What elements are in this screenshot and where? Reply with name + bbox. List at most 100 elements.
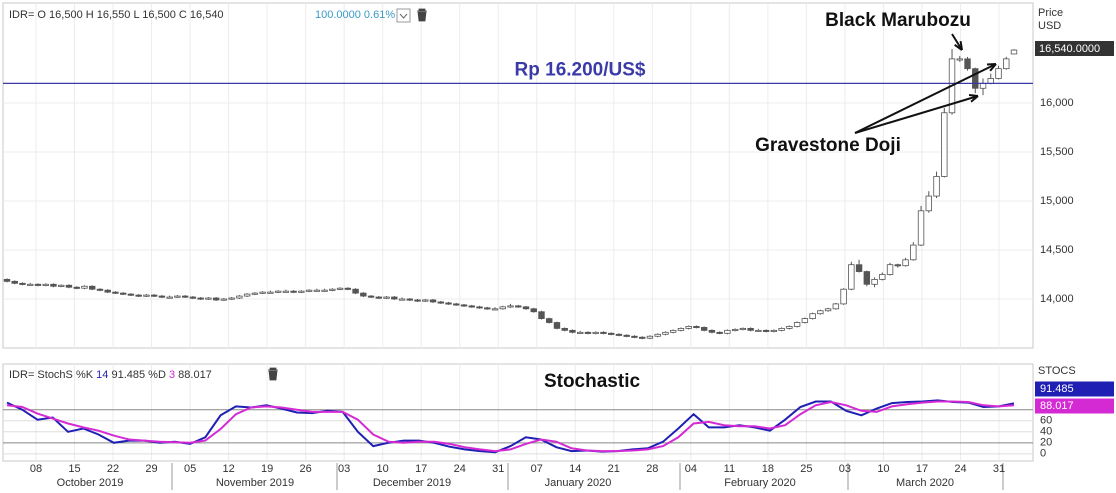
candle-body <box>243 293 251 297</box>
candle-body <box>429 299 437 303</box>
candle-body <box>987 78 994 84</box>
candle-body <box>569 329 576 333</box>
y-tick-label: 40 <box>1040 426 1052 438</box>
candle-body <box>623 334 630 337</box>
x-tick-label: 08 <box>30 463 42 475</box>
month-label: March 2020 <box>896 477 954 489</box>
last-price-badge <box>1035 41 1114 56</box>
candle-body <box>375 296 383 299</box>
month-label: October 2019 <box>57 477 124 489</box>
candle-body <box>367 295 375 298</box>
candle-body <box>762 329 770 332</box>
candle-body <box>112 291 119 294</box>
annotation: Black Marubozu <box>825 10 971 31</box>
delete-icon[interactable] <box>268 367 278 381</box>
x-tick-label: 03 <box>338 463 350 475</box>
candle-body <box>329 288 336 291</box>
candle-body <box>391 296 398 300</box>
candle-body <box>770 329 778 332</box>
candle-body <box>778 327 785 331</box>
x-tick-label: 11 <box>724 463 735 475</box>
candle-body <box>561 327 568 331</box>
y-tick-label: 20 <box>1040 437 1052 449</box>
candle-body <box>863 271 871 285</box>
candle-body <box>81 285 88 289</box>
axis-title: USD <box>1038 20 1061 32</box>
candle-body <box>73 286 80 289</box>
x-tick-label: 05 <box>184 463 196 475</box>
x-tick-label: 25 <box>800 463 812 475</box>
candle-body <box>251 292 259 295</box>
last-price-label: 16,540.0000 <box>1039 43 1100 55</box>
candle-body <box>189 296 197 299</box>
reference-label: Rp 16.200/US$ <box>515 59 646 80</box>
candle-body <box>522 306 530 310</box>
candle-body <box>615 333 623 336</box>
delete-icon[interactable] <box>417 8 427 22</box>
candle-body <box>646 335 654 339</box>
candle-body <box>236 295 243 299</box>
axis-title: STOCS <box>1038 365 1076 377</box>
candle-body <box>832 303 840 310</box>
candle-body <box>1010 49 1018 55</box>
candle-body <box>150 294 158 297</box>
y-tick-label: 0 <box>1040 448 1046 460</box>
x-tick-label: 04 <box>685 463 697 475</box>
candle-body <box>933 176 940 197</box>
candle-body <box>577 331 584 334</box>
candle-body <box>406 298 413 301</box>
stoch-panel <box>2 363 1034 462</box>
x-tick-label: 12 <box>222 463 234 475</box>
candle-body <box>336 287 344 290</box>
candle-body <box>422 299 429 302</box>
dropdown-button[interactable] <box>396 8 411 23</box>
candle-body <box>925 195 932 212</box>
candle-body <box>871 278 878 285</box>
candle-body <box>259 291 266 294</box>
candle-body <box>166 296 173 299</box>
candle-body <box>135 294 142 297</box>
x-tick-label: 19 <box>261 463 273 475</box>
x-tick-label: 18 <box>762 463 774 475</box>
candle-body <box>383 296 390 299</box>
candle-body <box>693 326 700 329</box>
candle-body <box>515 305 522 308</box>
candle-body <box>886 264 894 275</box>
x-tick-label: 14 <box>569 463 581 475</box>
candle-body <box>793 322 801 327</box>
x-tick-label: 15 <box>68 463 80 475</box>
stoch-header: IDR= StochS %K 14 91.485 %D 3 88.017 <box>9 369 212 381</box>
candle-body <box>708 329 716 333</box>
x-tick-label: 17 <box>916 463 928 475</box>
axis-title: Price <box>1038 7 1063 19</box>
candle-body <box>344 287 352 290</box>
candle-body <box>321 289 328 292</box>
candle-body <box>654 333 661 337</box>
candle-body <box>894 264 902 267</box>
candle-body <box>902 259 909 267</box>
d-period: 3 <box>169 369 175 381</box>
candle-body <box>739 327 747 330</box>
value-badge-label: 88.017 <box>1040 400 1074 412</box>
x-tick-label: 26 <box>300 463 312 475</box>
x-tick-label: 21 <box>608 463 620 475</box>
candle-body <box>282 290 290 293</box>
candle-body <box>956 58 963 61</box>
month-label: February 2020 <box>724 477 796 489</box>
annotation-arrow <box>951 33 963 51</box>
candle-body <box>65 284 73 288</box>
y-tick-label: 16,000 <box>1040 97 1074 109</box>
candle-body <box>553 322 561 329</box>
candle-body <box>592 331 599 334</box>
candle-body <box>290 290 297 293</box>
month-label: January 2020 <box>545 477 612 489</box>
value-badge <box>1035 381 1114 397</box>
candle-body <box>181 295 189 298</box>
d-value: 88.017 <box>178 369 212 381</box>
candle-body <box>677 327 685 331</box>
change-header: 100.0000 0.61% <box>315 9 395 21</box>
x-tick-label: 10 <box>877 463 889 475</box>
candle-body <box>104 289 111 293</box>
candle-body <box>801 318 809 323</box>
